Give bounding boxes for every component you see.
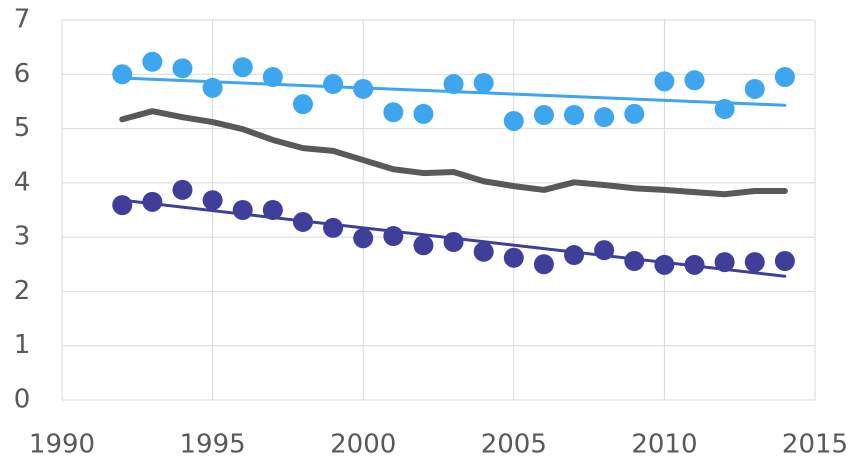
data-point	[262, 200, 283, 220]
x-tick-label: 1990	[29, 430, 95, 460]
trend-line	[120, 76, 787, 107]
data-point	[353, 228, 374, 249]
data-point	[624, 251, 645, 272]
data-point	[654, 71, 675, 92]
data-point	[503, 247, 524, 268]
data-point	[202, 190, 223, 211]
data-point	[533, 254, 554, 275]
y-tick-label: 7	[14, 5, 31, 35]
data-point	[172, 179, 193, 200]
y-tick-label: 2	[14, 276, 31, 306]
data-point	[142, 191, 163, 212]
x-tick-label: 1995	[180, 430, 246, 460]
y-tick-label: 1	[14, 330, 31, 360]
data-point	[684, 70, 705, 91]
data-point	[774, 67, 795, 87]
data-point	[654, 254, 675, 275]
data-point	[383, 102, 404, 123]
series-line	[119, 108, 788, 198]
data-point	[473, 72, 494, 93]
data-point	[443, 74, 464, 95]
y-tick-label: 6	[14, 59, 31, 89]
data-point	[262, 67, 283, 87]
data-point	[413, 235, 434, 256]
data-point	[624, 103, 645, 124]
data-point	[292, 94, 313, 115]
data-point	[473, 241, 494, 262]
data-point	[564, 245, 585, 266]
y-tick-label: 3	[14, 222, 31, 252]
y-tick-label: 4	[14, 167, 31, 197]
x-tick-label: 2015	[782, 430, 848, 460]
data-point	[594, 107, 615, 128]
trend-line	[120, 198, 787, 278]
data-point	[172, 58, 193, 79]
data-point	[774, 251, 795, 272]
x-tick-label: 2000	[330, 430, 396, 460]
y-tick-label: 0	[14, 385, 31, 415]
data-point	[533, 105, 554, 125]
data-point	[112, 195, 133, 216]
data-point	[744, 78, 765, 99]
data-point	[112, 64, 133, 85]
data-point	[564, 105, 585, 125]
data-point	[744, 252, 765, 273]
data-point	[142, 51, 163, 72]
data-point	[232, 200, 253, 220]
x-tick-label: 2005	[481, 430, 547, 460]
data-point	[714, 252, 735, 273]
y-tick-label: 5	[14, 113, 31, 143]
data-point	[443, 232, 464, 253]
data-point	[232, 57, 253, 78]
data-point	[323, 74, 344, 95]
data-point	[413, 103, 434, 124]
x-tick-label: 2010	[631, 430, 697, 460]
data-point	[323, 217, 344, 238]
data-point	[503, 110, 524, 131]
